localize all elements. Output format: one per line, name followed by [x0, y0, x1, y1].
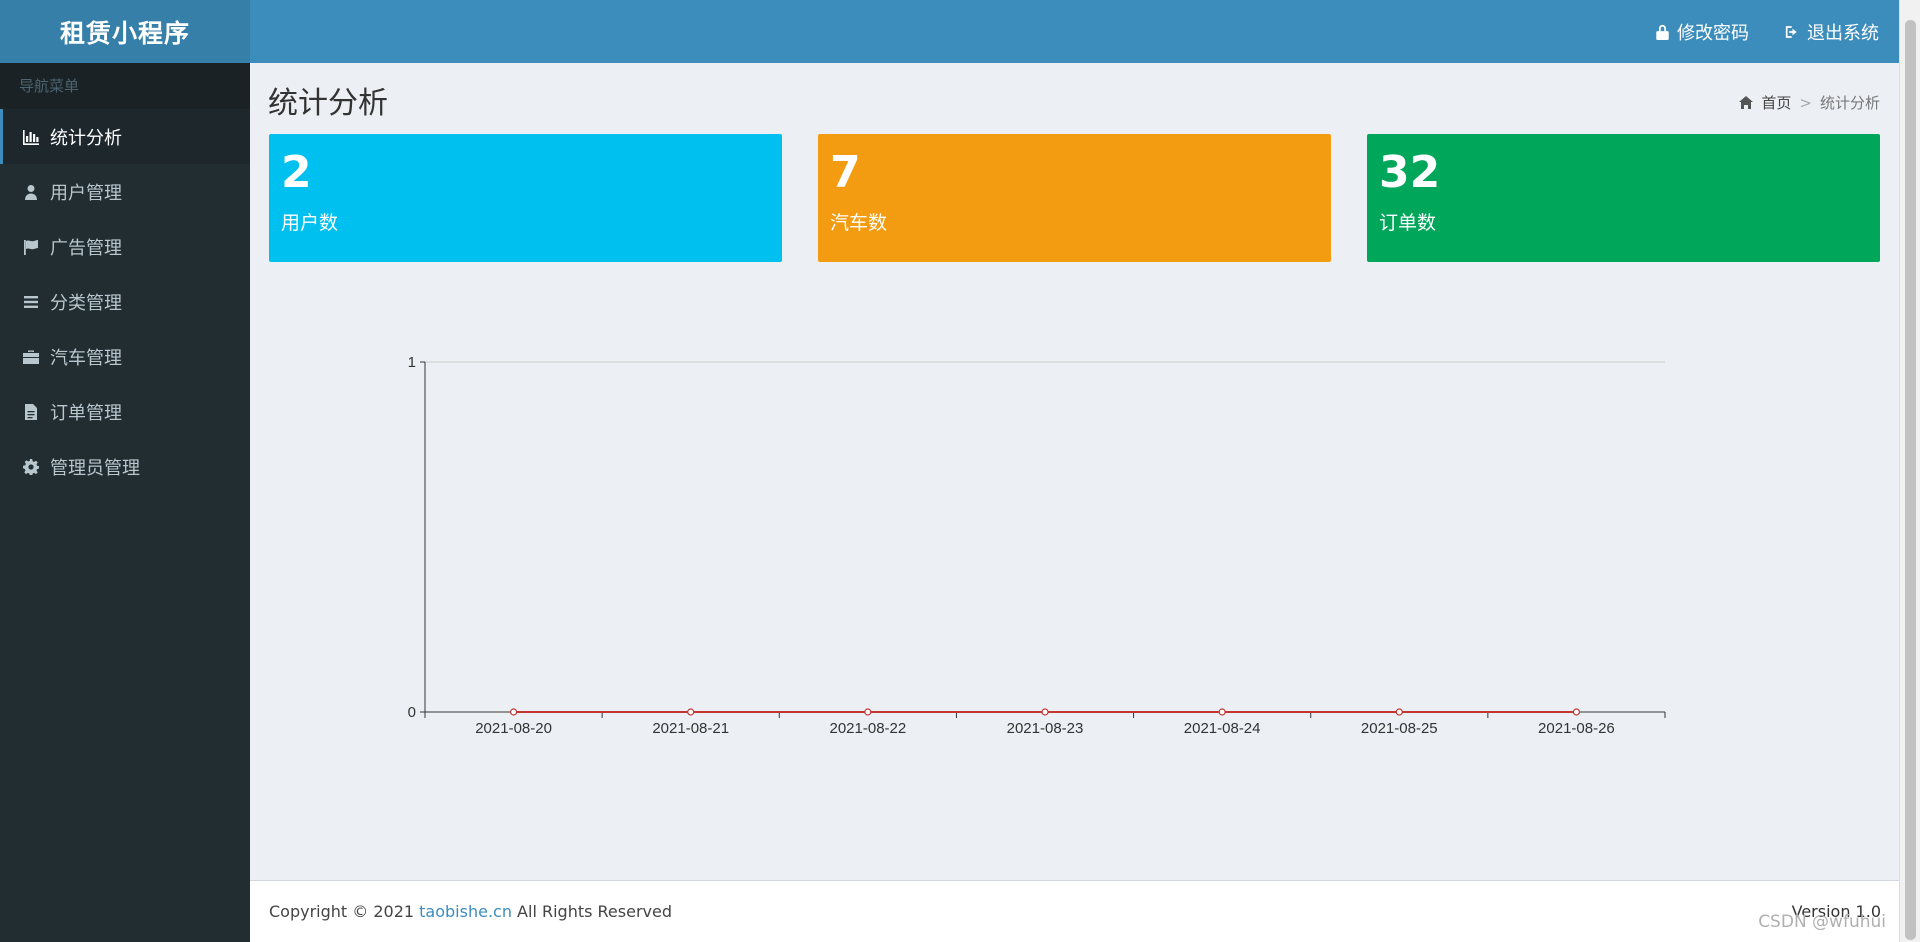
- home-icon: [1739, 96, 1754, 109]
- footer: Copyright © 2021 taobishe.cn All Rights …: [250, 880, 1899, 942]
- sidebar-item-admins[interactable]: 管理员管理: [0, 439, 250, 494]
- logout-label: 退出系统: [1807, 22, 1879, 44]
- page-title: 统计分析: [268, 86, 388, 121]
- sidebar-item-label: 分类管理: [50, 292, 122, 314]
- x-tick-label: 2021-08-22: [829, 720, 906, 737]
- sidebar-header: 导航菜单: [0, 63, 250, 109]
- sidebar-item-label: 统计分析: [50, 127, 122, 149]
- stat-box-users: 2 用户数: [269, 134, 782, 262]
- x-tick-label: 2021-08-24: [1184, 720, 1261, 737]
- sidebar-item-label: 订单管理: [50, 402, 122, 424]
- top-navbar: 修改密码 退出系统: [250, 0, 1899, 63]
- stat-label: 用户数: [281, 212, 339, 234]
- footer-link[interactable]: taobishe.cn: [419, 902, 512, 921]
- sidebar-item-label: 汽车管理: [50, 347, 122, 369]
- sidebar-item-cars[interactable]: 汽车管理: [0, 329, 250, 384]
- bar-chart-icon: [22, 128, 40, 146]
- sidebar-item-ads[interactable]: 广告管理: [0, 219, 250, 274]
- data-point: [1218, 708, 1226, 716]
- sidebar-item-statistics[interactable]: 统计分析: [0, 109, 250, 164]
- stat-value: 32: [1379, 147, 1441, 198]
- stat-box-orders: 32 订单数: [1367, 134, 1880, 262]
- y-tick-label: 1: [408, 354, 416, 371]
- change-password-label: 修改密码: [1677, 22, 1749, 44]
- briefcase-icon: [22, 348, 40, 366]
- x-tick-label: 2021-08-23: [1007, 720, 1084, 737]
- sidebar: 导航菜单 统计分析 用户管理 广告管理 分类管理 汽车管理 订单管理 管理员管理: [0, 63, 250, 942]
- user-icon: [22, 183, 40, 201]
- breadcrumb-separator: >: [1799, 93, 1812, 112]
- breadcrumb-home-link[interactable]: 首页: [1761, 94, 1792, 112]
- data-point: [1041, 708, 1049, 716]
- data-point: [687, 708, 695, 716]
- watermark: CSDN @wfuhui: [1758, 912, 1886, 932]
- stat-value: 2: [281, 147, 312, 198]
- stat-label: 订单数: [1379, 212, 1437, 234]
- data-point: [864, 708, 872, 716]
- x-tick-label: 2021-08-20: [475, 720, 552, 737]
- copyright-prefix: Copyright © 2021: [269, 902, 420, 921]
- app-logo[interactable]: 租赁小程序: [0, 0, 250, 63]
- sidebar-item-users[interactable]: 用户管理: [0, 164, 250, 219]
- sidebar-item-label: 管理员管理: [50, 457, 140, 479]
- list-icon: [22, 293, 40, 311]
- flag-icon: [22, 238, 40, 256]
- sidebar-item-label: 广告管理: [50, 237, 122, 259]
- x-tick-label: 2021-08-21: [652, 720, 729, 737]
- footer-version: Version 1.0: [1791, 902, 1881, 921]
- lock-icon: [1656, 24, 1669, 40]
- sidebar-item-orders[interactable]: 订单管理: [0, 384, 250, 439]
- gear-icon: [22, 458, 40, 476]
- x-tick-label: 2021-08-26: [1538, 720, 1615, 737]
- top-actions: 修改密码 退出系统: [1655, 0, 1879, 63]
- data-point: [1572, 708, 1581, 716]
- data-point: [1395, 708, 1403, 716]
- stat-label: 汽车数: [830, 212, 888, 234]
- y-tick-label: 0: [408, 704, 416, 721]
- sidebar-item-categories[interactable]: 分类管理: [0, 274, 250, 329]
- change-password-button[interactable]: 修改密码: [1655, 19, 1749, 45]
- sign-out-icon: [1785, 25, 1797, 38]
- breadcrumb: 首页 > 统计分析: [1739, 92, 1880, 113]
- vertical-scrollbar[interactable]: [1899, 0, 1920, 942]
- file-icon: [22, 403, 40, 421]
- line-chart: 0 1 2021-08-20 2021-08-21 2021-08-22 2021-08-…: [408, 354, 1666, 737]
- data-point: [509, 708, 518, 716]
- footer-copyright: Copyright © 2021 taobishe.cn All Rights …: [269, 902, 672, 921]
- stat-value: 7: [830, 147, 861, 198]
- copyright-suffix: All Rights Reserved: [511, 902, 672, 921]
- stat-box-cars: 7 汽车数: [818, 134, 1331, 262]
- scrollbar-thumb[interactable]: [1905, 20, 1916, 940]
- x-tick-label: 2021-08-25: [1361, 720, 1438, 737]
- sidebar-item-label: 用户管理: [50, 182, 122, 204]
- logout-button[interactable]: 退出系统: [1785, 19, 1879, 45]
- breadcrumb-current: 统计分析: [1819, 94, 1880, 112]
